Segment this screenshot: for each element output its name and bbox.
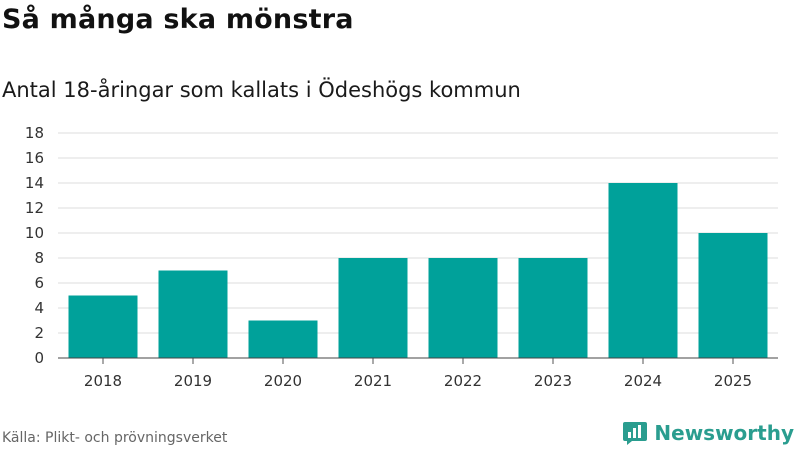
- chart-subtitle: Antal 18-åringar som kallats i Ödeshögs …: [2, 78, 521, 102]
- bar-2018: [68, 295, 138, 358]
- x-tick-label: 2021: [354, 372, 392, 390]
- y-tick-label: 10: [25, 224, 44, 242]
- bar-2020: [248, 320, 318, 358]
- bar-2021: [338, 258, 408, 358]
- bar-chart: 0 2 4 6 8 10 12 14 16 18 2018 2019 2020 2021 2022 2023 2…: [25, 124, 778, 390]
- brand-logo: Newsworthy: [622, 418, 794, 448]
- y-tick-label: 12: [25, 199, 44, 217]
- y-tick-label: 8: [34, 249, 44, 267]
- x-tick-label: 2020: [264, 372, 302, 390]
- brand-name: Newsworthy: [654, 421, 794, 445]
- bar-2025: [698, 233, 768, 358]
- y-tick-label: 14: [25, 174, 44, 192]
- chart-title: Så många ska mönstra: [2, 4, 354, 35]
- bar-2019: [158, 270, 228, 358]
- x-tick-label: 2019: [174, 372, 212, 390]
- newsworthy-logo-icon: [623, 422, 648, 445]
- bar-2022: [428, 258, 498, 358]
- bar-2023: [518, 258, 588, 358]
- bars: [68, 183, 768, 358]
- x-tick-label: 2024: [624, 372, 662, 390]
- x-tick-label: 2023: [534, 372, 572, 390]
- y-tick-label: 16: [25, 149, 44, 167]
- x-tick-label: 2022: [444, 372, 482, 390]
- y-tick-label: 4: [34, 299, 44, 317]
- x-tick-label: 2025: [714, 372, 752, 390]
- y-tick-label: 18: [25, 124, 44, 142]
- x-tick-label: 2018: [84, 372, 122, 390]
- y-tick-label: 6: [34, 274, 44, 292]
- source-note: Källa: Plikt- och prövningsverket: [2, 430, 228, 446]
- y-tick-label: 2: [34, 324, 44, 342]
- y-tick-label: 0: [34, 349, 44, 367]
- bar-2024: [608, 183, 678, 358]
- axes: 0 2 4 6 8 10 12 14 16 18 2018 2019 2020 2021 2022 2023 2…: [25, 124, 778, 390]
